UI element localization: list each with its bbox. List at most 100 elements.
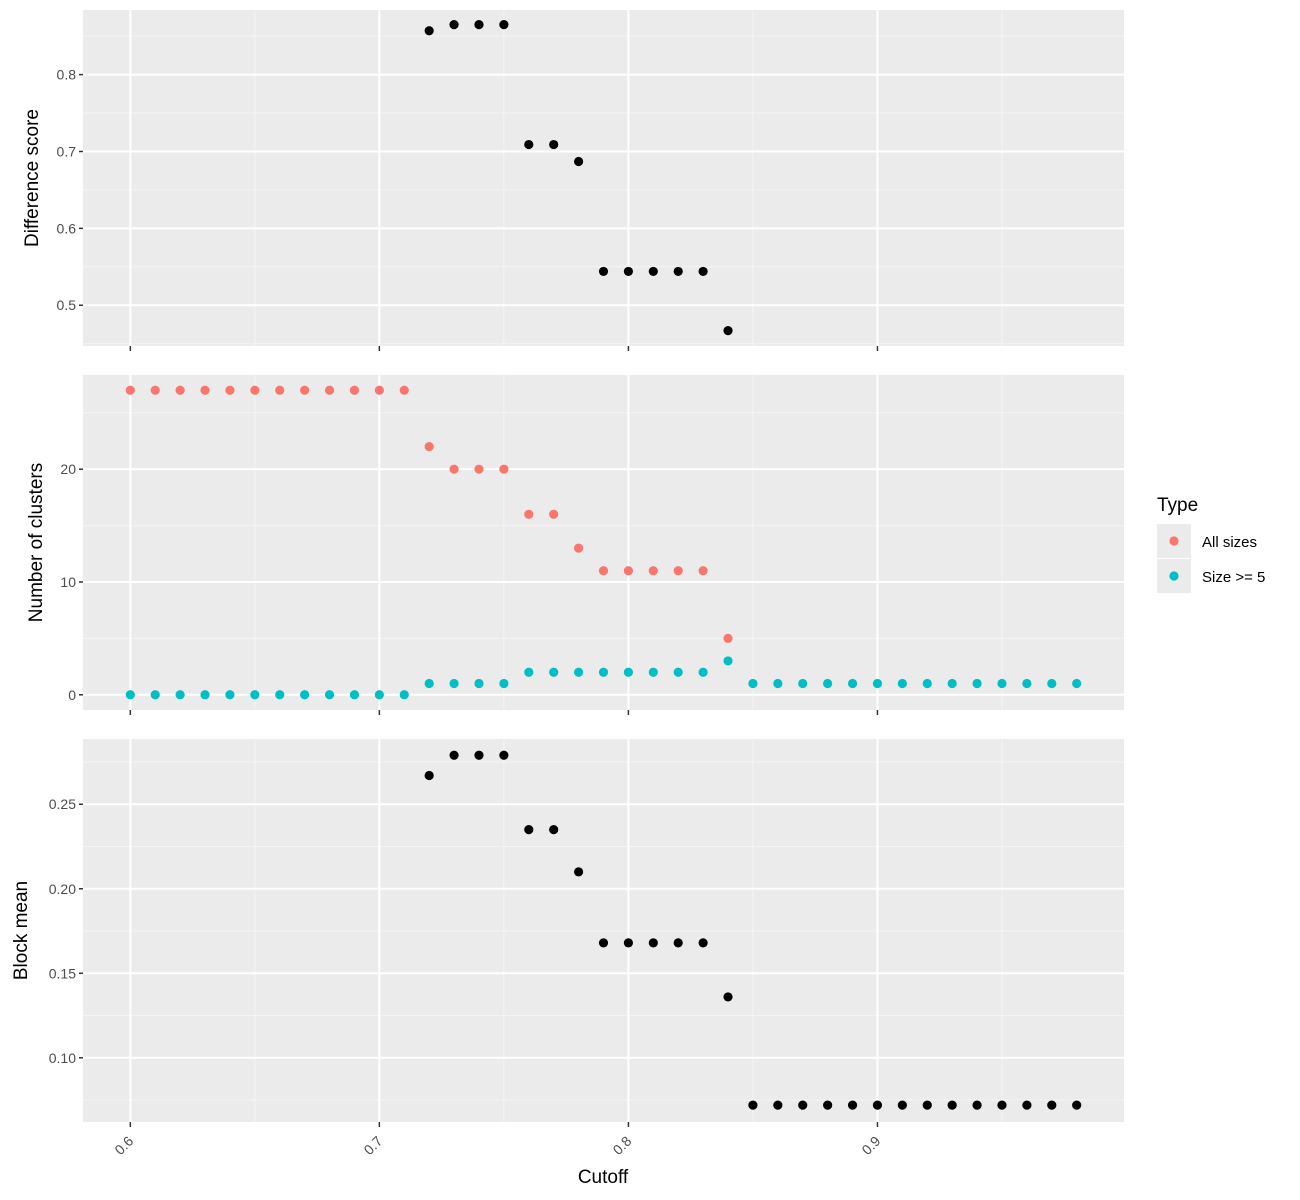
data-point xyxy=(474,678,484,689)
data-point xyxy=(300,690,310,700)
legend-label-all-sizes: All sizes xyxy=(1202,534,1257,551)
data-point xyxy=(947,678,957,689)
x-tick-label: 0.7 xyxy=(360,1133,385,1158)
data-point xyxy=(150,690,160,700)
data-point xyxy=(872,1100,883,1110)
data-point xyxy=(972,678,982,689)
data-point xyxy=(573,667,584,677)
data-point xyxy=(698,266,708,277)
data-point xyxy=(823,1100,833,1110)
data-point xyxy=(424,678,434,689)
data-point xyxy=(723,633,733,643)
data-point xyxy=(275,690,285,700)
data-point xyxy=(623,938,634,948)
data-point xyxy=(897,678,907,689)
data-point xyxy=(524,509,534,519)
data-point xyxy=(573,867,584,877)
y-axis-title: Block mean xyxy=(11,881,32,980)
data-point xyxy=(623,667,634,677)
data-point xyxy=(374,690,384,700)
data-point xyxy=(598,566,609,576)
data-point xyxy=(324,385,335,395)
data-point xyxy=(773,678,783,689)
data-point xyxy=(175,385,185,395)
panel-1: 0.5 0.6 0.7 0.8 Difference score xyxy=(22,10,1124,351)
data-point xyxy=(897,1100,907,1110)
data-point xyxy=(648,667,658,677)
data-point xyxy=(125,385,135,395)
data-point xyxy=(1047,678,1057,689)
data-point xyxy=(598,938,609,948)
series-1 xyxy=(125,385,733,643)
data-point xyxy=(847,678,858,689)
y-tick-label: 0 xyxy=(68,687,76,703)
data-point xyxy=(549,824,559,835)
data-point xyxy=(150,385,160,395)
legend-marker-all-sizes xyxy=(1169,536,1179,546)
data-point xyxy=(723,992,733,1002)
data-point xyxy=(947,1100,957,1110)
data-point xyxy=(673,938,683,948)
data-point xyxy=(872,678,883,689)
series-1 xyxy=(424,750,1082,1110)
y-tick-label: 0.6 xyxy=(57,220,77,236)
data-point xyxy=(723,326,733,336)
data-point xyxy=(648,566,658,576)
panel-background xyxy=(83,10,1124,346)
y-tick-label: 20 xyxy=(60,461,76,477)
panel-background xyxy=(83,375,1124,710)
legend-title: Type xyxy=(1157,495,1198,516)
x-tick-label: 0.9 xyxy=(858,1133,883,1158)
data-point xyxy=(499,20,509,30)
legend-label-size-ge-5: Size >= 5 xyxy=(1202,569,1265,586)
data-point xyxy=(773,1100,783,1110)
series-2 xyxy=(125,656,1082,700)
panel-background xyxy=(83,739,1124,1122)
data-point xyxy=(1047,1100,1057,1110)
panel-3: 0.10 0.15 0.20 0.25 0.6 0.7 0.8 0.9 Block mean xyxy=(11,739,1124,1158)
data-point xyxy=(623,566,634,576)
x-tick-label: 0.6 xyxy=(111,1133,136,1158)
data-point xyxy=(474,464,484,474)
data-point xyxy=(1072,678,1082,689)
data-point xyxy=(424,770,434,781)
data-point xyxy=(449,750,459,760)
data-point xyxy=(623,266,634,277)
data-point xyxy=(673,266,683,277)
data-point xyxy=(997,1100,1007,1110)
data-point xyxy=(573,156,584,167)
data-point xyxy=(399,385,409,395)
data-point xyxy=(698,938,708,948)
data-point xyxy=(648,938,658,948)
y-tick-label: 0.7 xyxy=(57,143,77,159)
data-point xyxy=(1022,1100,1032,1110)
data-point xyxy=(200,690,210,700)
data-point xyxy=(673,566,683,576)
data-point xyxy=(474,20,484,30)
data-point xyxy=(449,20,459,30)
data-point xyxy=(598,266,609,277)
x-axis-title: Cutoff xyxy=(578,1167,629,1188)
data-point xyxy=(524,824,534,835)
y-axis-title: Difference score xyxy=(22,109,43,247)
panel-2: 0 10 20 Number of clusters xyxy=(26,375,1124,715)
data-point xyxy=(748,1100,758,1110)
data-point xyxy=(499,750,509,760)
data-point xyxy=(573,543,584,553)
data-point xyxy=(225,385,235,395)
data-point xyxy=(922,678,932,689)
data-point xyxy=(424,442,434,452)
data-point xyxy=(225,690,235,700)
y-tick-label: 10 xyxy=(60,574,76,590)
data-point xyxy=(598,667,609,677)
data-point xyxy=(748,678,758,689)
data-point xyxy=(349,690,360,700)
series-1 xyxy=(424,20,733,336)
x-tick-label: 0.8 xyxy=(609,1133,634,1158)
data-point xyxy=(250,690,260,700)
data-point xyxy=(648,266,658,277)
data-point xyxy=(798,678,808,689)
data-point xyxy=(524,667,534,677)
data-point xyxy=(673,667,683,677)
data-point xyxy=(1072,1100,1082,1110)
